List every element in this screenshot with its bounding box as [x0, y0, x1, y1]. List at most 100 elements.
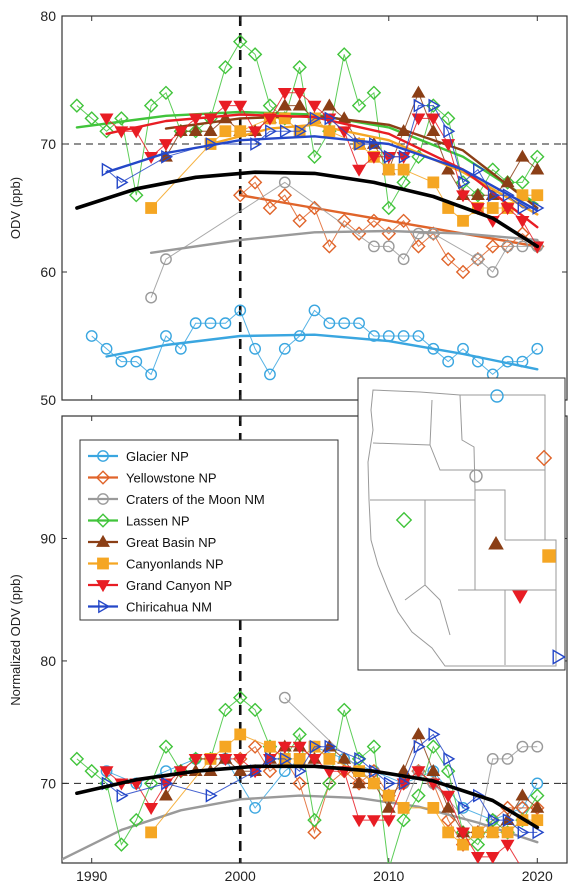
bottom-point-lassen-np: [411, 788, 426, 803]
bottom-point-chiricahua-nm: [161, 776, 174, 791]
x-tick-label: 2020: [522, 868, 553, 884]
top-point-lassen-np: [69, 98, 85, 113]
bottom-point-great-basin-np: [159, 788, 173, 801]
top-point-canyonlands-np: [278, 112, 291, 125]
map-marker-grand-canyon-np: [512, 590, 528, 604]
top-point-yellowstone-np: [322, 239, 337, 254]
top-series-line-glacier-np: [91, 309, 538, 376]
top-point-grand-canyon-np: [470, 203, 485, 216]
bottom-point-grand-canyon-np: [500, 839, 515, 852]
top-fit-line-great-basin-np: [164, 114, 539, 210]
bottom-point-chiricahua-nm: [383, 776, 396, 791]
top-point-canyonlands-np: [486, 202, 499, 214]
top-point-great-basin-np: [426, 124, 441, 137]
top-point-grand-canyon-np: [233, 100, 248, 113]
top-point-grand-canyon-np: [307, 100, 322, 113]
map-marker-great-basin-np: [488, 536, 504, 550]
top-point-chiricahua-nm: [413, 98, 426, 113]
top-point-lassen-np: [336, 47, 352, 62]
top-point-glacier-np: [442, 355, 455, 368]
top-point-canyonlands-np: [457, 214, 469, 227]
bottom-point-canyonlands-np: [471, 826, 484, 839]
top-point-lassen-np: [188, 123, 203, 139]
bottom-point-canyonlands-np: [457, 838, 469, 851]
top-point-lassen-np: [307, 149, 322, 165]
bottom-fit-line-craters-of-the-moon-nm: [62, 794, 539, 861]
top-series-line-chiricahua-nm: [106, 105, 538, 209]
bottom-point-canyonlands-np: [264, 740, 276, 753]
top-point-grand-canyon-np: [99, 113, 114, 126]
top-point-glacier-np: [353, 317, 365, 330]
top-point-grand-canyon-np: [218, 100, 233, 113]
top-point-craters-of-the-moon-nm: [471, 253, 484, 266]
top-point-yellowstone-np: [485, 239, 500, 254]
top-point-chiricahua-nm: [265, 124, 278, 139]
top-y-tick-label: 50: [40, 392, 56, 408]
top-series-group: [69, 34, 545, 381]
bottom-point-grand-canyon-np: [470, 852, 485, 863]
bottom-point-yellowstone-np: [530, 800, 545, 816]
top-point-canyonlands-np: [323, 125, 336, 138]
map-state-borders: [370, 394, 556, 665]
top-point-chiricahua-nm: [250, 137, 263, 151]
top-point-canyonlands-np: [427, 176, 440, 189]
bottom-point-grand-canyon-np: [366, 815, 381, 828]
top-point-lassen-np: [381, 200, 396, 216]
bottom-y-tick-label: 90: [40, 530, 56, 546]
bottom-point-great-basin-np: [515, 788, 530, 801]
top-point-lassen-np: [158, 85, 174, 101]
top-point-yellowstone-np: [307, 200, 322, 216]
top-point-great-basin-np: [203, 124, 218, 137]
bottom-point-grand-canyon-np: [99, 766, 114, 779]
top-point-craters-of-the-moon-nm: [382, 240, 395, 253]
top-point-canyonlands-np: [516, 189, 529, 202]
top-point-grand-canyon-np: [366, 151, 381, 164]
legend-marker-great-basin-np: [96, 534, 110, 547]
bottom-point-canyonlands-np: [427, 801, 440, 814]
bottom-plot-area: 70 80 90 1990 2000 2010 2020: [40, 416, 567, 884]
top-point-glacier-np: [323, 317, 336, 330]
top-point-craters-of-the-moon-nm: [368, 240, 380, 253]
top-point-yellowstone-np: [233, 187, 248, 203]
bottom-point-chiricahua-nm: [250, 764, 263, 779]
top-point-canyonlands-np: [531, 189, 544, 202]
legend-marker-chiricahua-nm: [98, 599, 111, 614]
top-point-glacier-np: [160, 330, 172, 342]
top-point-glacier-np: [219, 317, 232, 330]
legend-marker-canyonlands-np: [97, 557, 109, 570]
bottom-point-grand-canyon-np: [277, 741, 292, 754]
bottom-point-great-basin-np: [337, 751, 352, 764]
legend-label-yellowstone-np: Yellowstone NP: [126, 471, 217, 486]
top-point-glacier-np: [338, 317, 351, 330]
top-point-lassen-np: [143, 98, 159, 113]
bottom-point-lassen-np: [336, 702, 352, 718]
bottom-overall-fit-line: [75, 764, 540, 830]
bottom-point-canyonlands-np: [501, 826, 514, 839]
bottom-point-canyonlands-np: [382, 789, 395, 802]
top-point-chiricahua-nm: [324, 111, 337, 126]
bottom-point-lassen-np: [84, 763, 99, 779]
top-point-glacier-np: [397, 330, 410, 342]
bottom-point-grand-canyon-np: [485, 852, 500, 863]
bottom-point-grand-canyon-np: [456, 827, 470, 840]
bottom-point-craters-of-the-moon-nm: [501, 753, 514, 765]
bottom-point-lassen-np: [366, 739, 382, 754]
bottom-point-canyonlands-np: [442, 826, 455, 839]
top-point-yellowstone-np: [277, 187, 293, 203]
top-point-grand-canyon-np: [292, 87, 307, 100]
bottom-point-chiricahua-nm: [354, 751, 367, 766]
top-point-lassen-np: [218, 59, 233, 75]
map-coastline: [367, 389, 557, 667]
bottom-point-yellowstone-np: [262, 763, 278, 779]
top-point-chiricahua-nm: [502, 188, 515, 203]
top-point-glacier-np: [249, 342, 261, 355]
top-point-chiricahua-nm: [398, 149, 411, 164]
bottom-point-lassen-np: [470, 837, 486, 852]
bottom-point-great-basin-np: [441, 800, 456, 813]
bottom-point-yellowstone-np: [440, 812, 456, 828]
bottom-point-canyonlands-np: [219, 740, 232, 753]
top-fit-line-glacier-np: [105, 333, 539, 371]
top-point-craters-of-the-moon-nm: [412, 227, 425, 240]
top-point-grand-canyon-np: [277, 87, 292, 100]
bottom-point-lassen-np: [426, 739, 441, 754]
